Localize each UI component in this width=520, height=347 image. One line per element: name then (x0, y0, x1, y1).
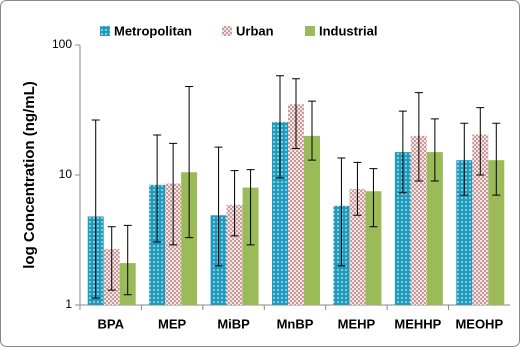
error-bar (476, 107, 485, 176)
bar (288, 104, 304, 306)
error-bar (123, 224, 132, 296)
error-bar (169, 142, 178, 246)
bar (181, 172, 198, 305)
legend-label: Metropolitan (114, 23, 192, 38)
bar (410, 135, 427, 305)
bar (472, 134, 489, 305)
error-bar (308, 100, 316, 161)
error-bar (292, 78, 300, 149)
error-bar (107, 226, 116, 291)
error-bar (214, 146, 223, 267)
error-bar (185, 85, 194, 239)
bar (242, 187, 259, 305)
y-tick-label: 100 (52, 37, 72, 51)
error-bar (369, 168, 378, 228)
error-bar (414, 92, 423, 182)
bar (394, 152, 411, 305)
error-bar (353, 161, 362, 216)
bar (272, 122, 288, 305)
legend-swatch (100, 26, 110, 36)
bar (426, 152, 443, 305)
legend-swatch (222, 26, 232, 36)
y-tick-label: 1 (65, 297, 72, 311)
legend-label: Industrial (319, 23, 378, 38)
x-tick-label: BPA (97, 316, 124, 331)
error-bar (246, 169, 255, 246)
y-tick-label: 10 (59, 167, 73, 181)
x-tick-label: MEP (158, 316, 187, 331)
legend-swatch (305, 26, 315, 36)
error-bar (91, 119, 100, 299)
y-axis-label: log Concentration (ng/mL) (21, 81, 38, 268)
error-bar (337, 157, 346, 267)
bar (349, 189, 366, 305)
error-bar (230, 170, 239, 237)
x-tick-label: MiBP (217, 316, 250, 331)
error-bar (398, 110, 407, 194)
bar (149, 184, 166, 305)
error-bar (492, 122, 501, 196)
legend-label: Urban (236, 23, 274, 38)
bar (304, 135, 320, 305)
bar (365, 191, 382, 305)
x-tick-label: MEHP (338, 316, 376, 331)
x-tick-label: MEHHP (394, 316, 441, 331)
error-bar (430, 118, 439, 182)
x-tick-label: MnBP (277, 316, 314, 331)
bar (488, 160, 505, 305)
bar (226, 204, 243, 305)
error-bar (153, 134, 162, 243)
error-bar (276, 75, 284, 179)
error-bar (460, 122, 469, 196)
x-tick-label: MEOHP (455, 316, 503, 331)
bar (456, 160, 473, 305)
